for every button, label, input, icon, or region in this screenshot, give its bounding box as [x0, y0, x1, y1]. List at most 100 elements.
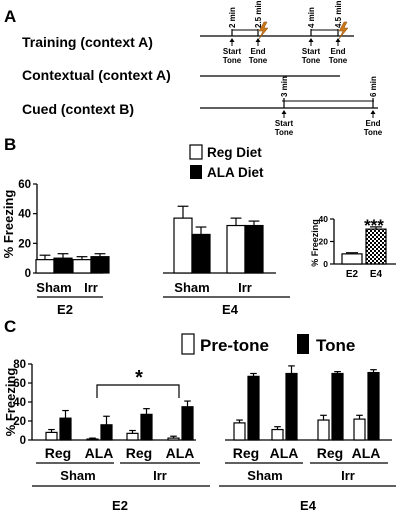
- inset-category-e2: E2: [346, 269, 359, 280]
- chart-b-category-irr-4: Irr: [238, 280, 252, 295]
- bar-tone-reg-1: [59, 417, 72, 441]
- significance-bracket: [96, 384, 180, 398]
- training-arrowhead-2: [255, 38, 261, 42]
- training-event-2-tone: Tone: [249, 56, 268, 65]
- training-time-2-5-min: 2.5 min: [254, 0, 263, 28]
- cued-event-1-tone: Tone: [275, 128, 294, 137]
- group-label-e4-c: E4: [300, 498, 317, 513]
- cued-time-6-min: 6 min: [369, 76, 378, 97]
- chart-c-ylabel: % Freezing: [3, 368, 18, 437]
- chart-c-category-ala-8: ALA: [352, 445, 381, 461]
- chart-c-category-ala-6: ALA: [270, 445, 299, 461]
- bar-tone-reg-7: [331, 372, 344, 441]
- inset-category-e4: E4: [370, 269, 383, 280]
- chart-b-category-irr-2: Irr: [84, 280, 98, 295]
- legend-label-pre-tone: Pre-tone: [200, 336, 269, 355]
- bar-reg-diet-irr-2: [72, 259, 92, 274]
- chart-c: 0 20 40 60 80 Reg ALA Reg ALA Reg ALA Reg ALA Sham Irr…: [13, 359, 392, 483]
- bar-pre-tone-reg-5: [233, 422, 246, 441]
- chart-b-ytick-label-40: 40: [18, 209, 31, 221]
- panel-a-label: A: [4, 7, 16, 26]
- chart-c-category-reg-5: Reg: [233, 445, 259, 461]
- inset-bar-e4: [365, 228, 387, 265]
- chart-b-ylabel: % Freezing: [1, 190, 16, 259]
- bar-pre-tone-ala-8: [353, 418, 366, 441]
- legend-label-reg-diet: Reg Diet: [207, 145, 262, 160]
- inset-ytick-label-20: 20: [319, 236, 329, 246]
- chart-b-category-sham-1: Sham: [36, 280, 71, 295]
- chart-c-category-reg-3: Reg: [126, 445, 152, 461]
- bar-pre-tone-reg-7: [317, 419, 330, 441]
- training-time-4-min: 4 min: [307, 7, 316, 28]
- bar-reg-diet-irr-4: [226, 224, 246, 274]
- bar-ala-diet-irr-2: [90, 256, 110, 274]
- group-label-e2-c: E2: [112, 498, 128, 513]
- chart-b-ytick-label-0: 0: [25, 268, 31, 280]
- training-event-4-tone: Tone: [329, 56, 348, 65]
- chart-b-inset: 0 20 40 E2 E4: [319, 214, 396, 280]
- significance-star: *: [135, 367, 143, 389]
- chart-b-main: 0 20 40 60 Sham Irr Sham Irr: [18, 179, 290, 298]
- training-time-4-5-min: 4.5 min: [334, 0, 343, 28]
- training-arrowhead-3: [308, 38, 314, 42]
- bar-tone-reg-5: [247, 375, 260, 441]
- bar-ala-diet-irr-4: [244, 224, 264, 274]
- training-event-1-start: Start: [223, 47, 242, 56]
- chart-c-category-ala-4: ALA: [166, 445, 195, 461]
- chart-c-treatment-irr-2: Irr: [153, 468, 167, 483]
- bar-tone-ala-4: [181, 406, 194, 441]
- legend-label-ala-diet: ALA Diet: [207, 165, 264, 180]
- bar-pre-tone-ala-6: [271, 428, 284, 441]
- training-event-4-end: End: [330, 47, 345, 56]
- panel-c-label: C: [4, 317, 16, 336]
- training-arrowhead-4: [335, 38, 341, 42]
- bar-ala-diet-sham-1: [53, 257, 73, 274]
- cued-event-2-tone: Tone: [364, 128, 383, 137]
- inset-significance: ***: [364, 216, 384, 235]
- chart-c-treatment-sham-1: Sham: [60, 468, 95, 483]
- chart-c-category-ala-2: ALA: [85, 445, 114, 461]
- chart-b-category-sham-3: Sham: [174, 280, 209, 295]
- cued-arrowhead-1: [281, 110, 287, 114]
- bar-tone-ala-6: [285, 372, 298, 441]
- bar-ala-diet-sham-3: [191, 233, 211, 274]
- training-event-3-tone: Tone: [302, 56, 321, 65]
- inset-ylabel: % Freezing: [310, 219, 320, 267]
- bar-reg-diet-sham-3: [173, 217, 193, 274]
- chart-c-ytick-label-20: 20: [13, 416, 26, 428]
- cued-event-1-start: Start: [275, 119, 294, 128]
- training-event-1-tone: Tone: [223, 56, 242, 65]
- chart-b-ytick-label-20: 20: [18, 238, 31, 250]
- chart-c-ytick-label-40: 40: [13, 397, 26, 409]
- chart-b-ytick-label-60: 60: [18, 179, 31, 191]
- group-label-e4-b: E4: [222, 302, 239, 317]
- contextual-row-label: Contextual (context A): [22, 67, 171, 83]
- shock-icon-2: [338, 21, 349, 40]
- training-arrowhead-1: [229, 38, 235, 42]
- chart-c-category-reg-7: Reg: [317, 445, 343, 461]
- cued-row-label: Cued (context B): [22, 101, 134, 117]
- bar-tone-reg-3: [140, 413, 153, 441]
- training-event-3-start: Start: [302, 47, 321, 56]
- chart-c-category-reg-1: Reg: [45, 445, 71, 461]
- legend-swatch-reg-diet: [189, 144, 203, 160]
- training-row-label: Training (context A): [22, 34, 153, 50]
- bar-tone-ala-2: [100, 424, 113, 441]
- training-time-2-min: 2 min: [228, 7, 237, 28]
- bar-tone-ala-8: [367, 371, 380, 441]
- chart-c-treatment-irr-4: Irr: [341, 468, 355, 483]
- bar-pre-tone-reg-3: [126, 432, 139, 441]
- bar-pre-tone-reg-1: [45, 431, 58, 441]
- chart-c-treatment-sham-3: Sham: [247, 468, 282, 483]
- bar-pre-tone-ala-2: [86, 438, 99, 441]
- inset-ytick-label-40: 40: [319, 214, 329, 224]
- training-event-2-end: End: [250, 47, 265, 56]
- cued-event-2-end: End: [365, 119, 380, 128]
- legend-swatch-tone: [297, 334, 309, 354]
- cued-arrowhead-2: [370, 110, 376, 114]
- group-label-e2-b: E2: [57, 302, 73, 317]
- legend-label-tone: Tone: [316, 336, 355, 355]
